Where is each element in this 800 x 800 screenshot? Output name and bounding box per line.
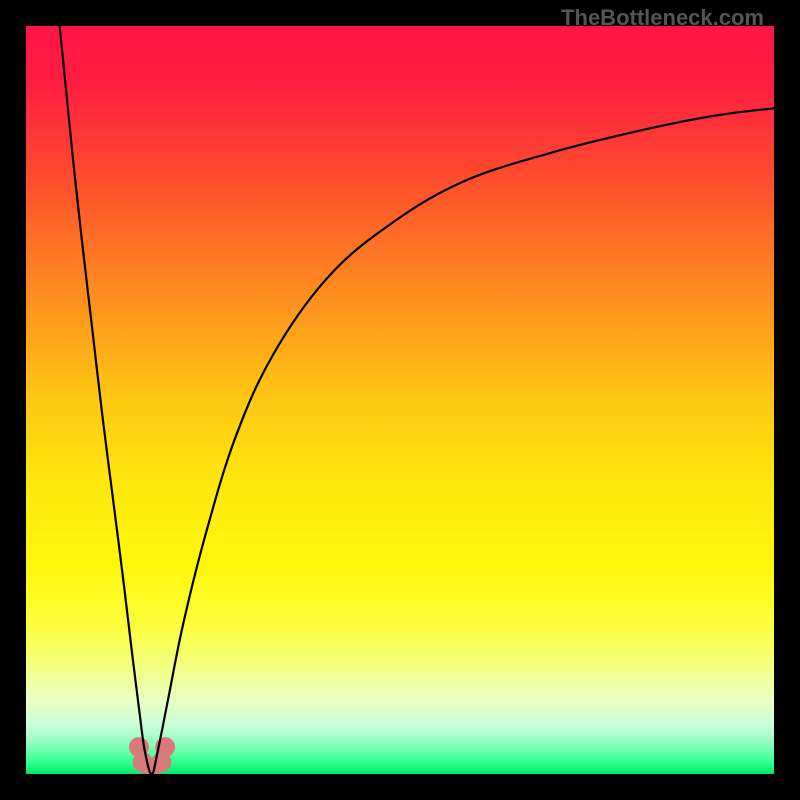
chart-frame: TheBottleneck.com	[0, 0, 800, 800]
valley-markers-group	[129, 737, 175, 774]
bottleneck-curve	[60, 26, 774, 774]
watermark-text: TheBottleneck.com	[561, 5, 764, 31]
curve-layer	[26, 26, 774, 774]
plot-area	[26, 26, 774, 774]
